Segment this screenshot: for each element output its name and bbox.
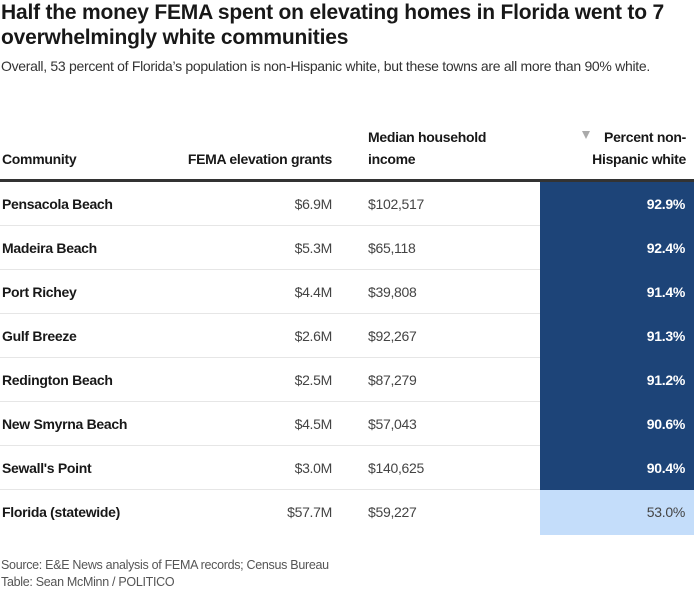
cell-community: Florida (statewide) [2, 504, 120, 520]
cell-income: $102,517 [368, 196, 424, 212]
data-table: Community FEMA elevation grants Median h… [0, 124, 694, 535]
cell-grants: $6.9M [294, 196, 333, 212]
cell-income: $92,267 [368, 328, 417, 344]
column-header-community[interactable]: Community [2, 151, 77, 167]
table-row: Gulf Breeze $2.6M $92,267 91.3% [0, 314, 694, 359]
cell-pct: 90.4% [540, 446, 694, 491]
column-header-income[interactable]: Median household income [368, 129, 487, 167]
cell-grants: $57.7M [287, 504, 332, 520]
table-header: Community FEMA elevation grants Median h… [0, 124, 694, 182]
cell-income: $87,279 [368, 372, 417, 388]
column-header-pct-label: Percent non-Hispanic white [592, 129, 686, 167]
table-row: Redington Beach $2.5M $87,279 91.2% [0, 358, 694, 403]
cell-pct: 91.2% [540, 358, 694, 403]
cell-grants: $4.5M [294, 416, 333, 432]
source-note: Source: E&E News analysis of FEMA record… [1, 558, 329, 572]
cell-community: Pensacola Beach [2, 196, 113, 212]
chart-subtitle: Overall, 53 percent of Florida’s populat… [1, 58, 650, 74]
table-row: New Smyrna Beach $4.5M $57,043 90.6% [0, 402, 694, 447]
cell-income: $65,118 [368, 240, 416, 256]
cell-community: New Smyrna Beach [2, 416, 128, 432]
cell-community: Gulf Breeze [2, 328, 77, 344]
cell-income: $57,043 [368, 416, 417, 432]
cell-grants: $3.0M [294, 460, 333, 476]
chart-title: Half the money FEMA spent on elevating h… [1, 1, 664, 49]
sort-down-icon [582, 131, 591, 139]
cell-income: $59,227 [368, 504, 417, 520]
credit-note: Table: Sean McMinn / POLITICO [1, 575, 175, 589]
cell-grants: $2.6M [294, 328, 333, 344]
table-row: Port Richey $4.4M $39,808 91.4% [0, 270, 694, 315]
column-header-grants[interactable]: FEMA elevation grants [187, 151, 332, 167]
cell-income: $39,808 [368, 284, 417, 300]
cell-community: Redington Beach [2, 372, 113, 388]
table-row: Pensacola Beach $6.9M $102,517 92.9% [0, 182, 694, 227]
cell-pct: 53.0% [540, 490, 694, 535]
cell-pct: 90.6% [540, 402, 694, 447]
table-body: Pensacola Beach $6.9M $102,517 92.9% Madeira… [0, 182, 694, 535]
cell-pct: 92.9% [540, 182, 694, 227]
cell-grants: $4.4M [294, 284, 333, 300]
table-row: Madeira Beach $5.3M $65,118 92.4% [0, 226, 694, 271]
chart-footer: Source: E&E News analysis of FEMA record… [1, 557, 693, 591]
cell-pct: 92.4% [540, 226, 694, 271]
cell-grants: $2.5M [294, 372, 333, 388]
table-row: Sewall's Point $3.0M $140,625 90.4% [0, 446, 694, 491]
cell-income: $140,625 [368, 460, 424, 476]
column-header-pct[interactable]: Percent non-Hispanic white [536, 126, 686, 170]
cell-community: Port Richey [2, 284, 77, 300]
cell-community: Madeira Beach [2, 240, 97, 256]
cell-grants: $5.3M [294, 240, 333, 256]
cell-pct: 91.4% [540, 270, 694, 315]
cell-community: Sewall's Point [2, 460, 92, 476]
table-row: Florida (statewide) $57.7M $59,227 53.0% [0, 490, 694, 535]
cell-pct: 91.3% [540, 314, 694, 359]
